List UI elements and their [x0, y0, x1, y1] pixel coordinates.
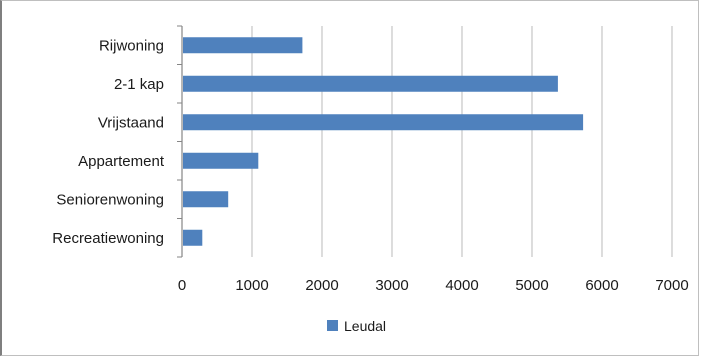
- legend-swatch: [327, 320, 338, 331]
- x-tick-label: 1000: [235, 277, 268, 294]
- grid-lines: [177, 25, 673, 258]
- x-tick-label: 3000: [375, 277, 408, 294]
- x-tick-label: 0: [178, 277, 186, 294]
- category-label: 2-1 kap: [114, 76, 164, 93]
- bar: [183, 229, 203, 246]
- x-tick-label: 6000: [585, 277, 618, 294]
- bar: [183, 191, 229, 208]
- x-tick-label: 5000: [515, 277, 548, 294]
- bar: [183, 37, 303, 54]
- category-label: Rijwoning: [99, 37, 164, 54]
- bar: [183, 75, 558, 92]
- x-tick-label: 7000: [655, 277, 688, 294]
- category-labels: Rijwoning 2-1 kap Vrijstaand Appartement Sen…: [52, 37, 165, 247]
- legend-label: Leudal: [344, 318, 386, 334]
- category-label: Vrijstaand: [98, 114, 164, 131]
- category-label: Recreatiewoning: [52, 230, 164, 247]
- bars: [183, 37, 584, 246]
- legend: Leudal: [327, 318, 386, 334]
- x-tick-label: 2000: [305, 277, 338, 294]
- bar: [183, 114, 584, 131]
- category-label: Appartement: [78, 153, 165, 170]
- bar: [183, 152, 259, 169]
- category-label: Seniorenwoning: [56, 191, 164, 208]
- x-tick-labels: 0 1000 2000 3000 4000 5000 6000 7000: [178, 277, 689, 294]
- x-tick-label: 4000: [445, 277, 478, 294]
